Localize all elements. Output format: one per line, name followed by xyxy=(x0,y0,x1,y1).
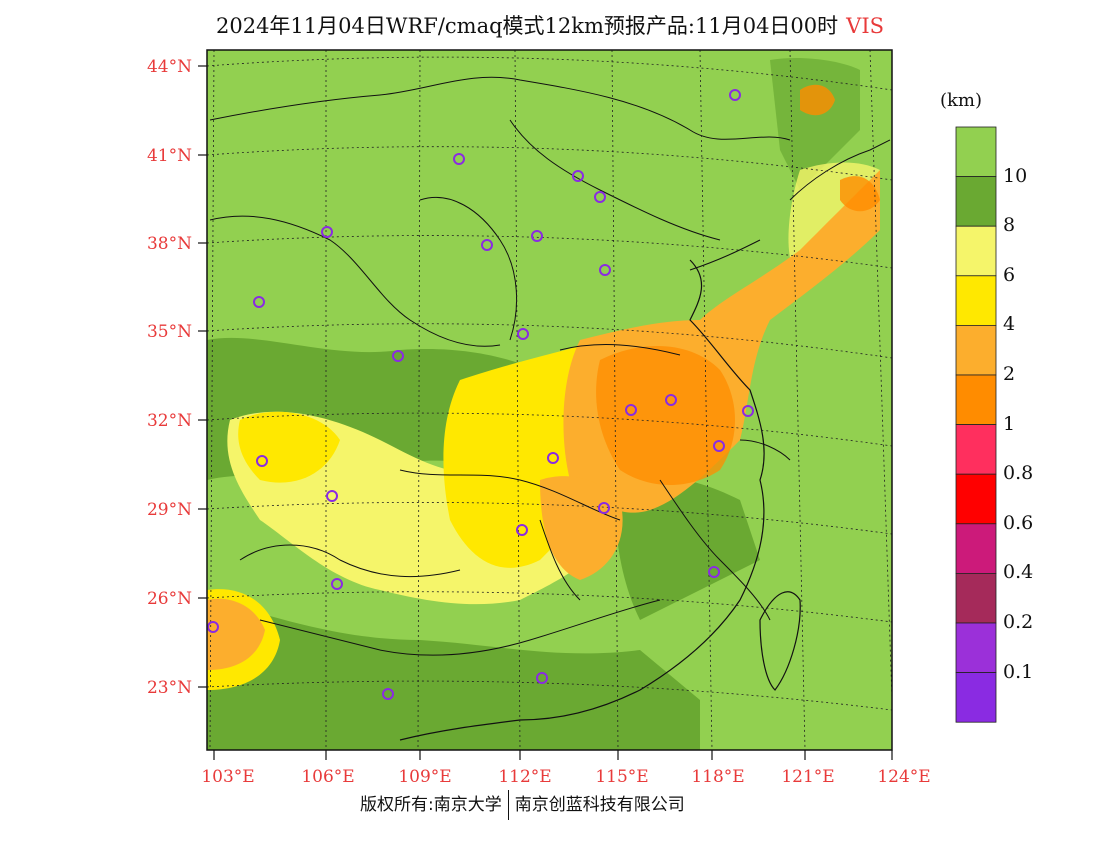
map-frame xyxy=(206,49,893,751)
station-marker xyxy=(547,452,559,464)
credit-left: 版权所有:南京大学 xyxy=(360,795,502,815)
station-marker xyxy=(326,490,338,502)
station-marker xyxy=(598,502,610,514)
station-marker xyxy=(517,328,529,340)
graticule xyxy=(207,50,892,750)
station-marker xyxy=(321,226,333,238)
station-marker xyxy=(531,230,543,242)
credit-right: 南京创蓝科技有限公司 xyxy=(514,795,685,815)
zone-orange-2 xyxy=(800,84,835,116)
colorbar-swatch xyxy=(955,225,997,277)
station-marker xyxy=(331,578,343,590)
colorbar-label: 0.8 xyxy=(1003,462,1034,485)
zone-dark-green-3 xyxy=(616,476,760,620)
colorbar-label: 4 xyxy=(1003,313,1016,336)
title-variable: VIS xyxy=(846,14,885,38)
lon-label: 106°E xyxy=(301,767,354,787)
lat-label: 32°N xyxy=(147,411,192,431)
station-marker xyxy=(207,621,219,633)
title-text: 2024年11月04日WRF/cmaq模式12km预报产品:11月04日00时 xyxy=(215,14,839,38)
station-marker xyxy=(713,440,725,452)
lat-label: 26°N xyxy=(147,589,192,609)
colorbar-swatch xyxy=(955,275,997,326)
lon-label: 118°E xyxy=(691,767,744,787)
map-field xyxy=(207,50,892,750)
station-marker xyxy=(625,404,637,416)
colorbar-swatch xyxy=(955,374,997,425)
axis-ticks xyxy=(198,65,893,760)
station-marker xyxy=(708,566,720,578)
colorbar-label: 6 xyxy=(1003,263,1016,286)
station-marker xyxy=(516,524,528,536)
colorbar-swatch xyxy=(955,672,997,723)
lon-label: 121°E xyxy=(781,767,834,787)
colorbar-label: 1 xyxy=(1003,412,1016,435)
lat-label: 44°N xyxy=(147,57,192,77)
colorbar-label: 8 xyxy=(1003,214,1016,237)
station-marker xyxy=(729,89,741,101)
legend-unit: (km) xyxy=(940,90,983,111)
taiwan-outline xyxy=(759,591,801,691)
lon-label: 103°E xyxy=(201,767,254,787)
station-marker xyxy=(742,405,754,417)
colorbar-label: 0.1 xyxy=(1003,660,1034,683)
lat-label: 38°N xyxy=(147,234,192,254)
zone-light-orange-3 xyxy=(540,476,623,580)
lon-label: 115°E xyxy=(595,767,648,787)
station-marker xyxy=(594,191,606,203)
colorbar-label: 2 xyxy=(1003,363,1016,385)
colorbar-label: 0.6 xyxy=(1003,511,1034,534)
lat-label: 41°N xyxy=(147,146,192,166)
lon-label: 109°E xyxy=(398,767,451,787)
colorbar-label: 0.4 xyxy=(1003,561,1034,584)
lat-labels: 44°N 41°N 38°N 35°N 32°N 29°N 26°N 23°N xyxy=(147,57,192,698)
colorbar-swatch xyxy=(955,523,997,574)
station-marker xyxy=(665,394,677,406)
colorbar-label: 0.2 xyxy=(1003,611,1034,633)
lat-label: 23°N xyxy=(147,678,192,698)
colorbar-swatch xyxy=(955,324,997,376)
station-marker xyxy=(536,672,548,684)
lon-label: 112°E xyxy=(498,767,551,787)
colorbar-swatch xyxy=(955,573,997,624)
colorbar-swatch xyxy=(955,473,997,525)
station-marker xyxy=(382,688,394,700)
lat-label: 29°N xyxy=(147,500,192,520)
colorbar xyxy=(955,126,997,723)
chart-title: 2024年11月04日WRF/cmaq模式12km预报产品:11月04日00时 V… xyxy=(0,10,1100,40)
stations xyxy=(207,89,754,700)
station-marker xyxy=(253,296,265,308)
credit-line: 版权所有:南京大学 南京创蓝科技有限公司 xyxy=(360,790,685,820)
korea-coast xyxy=(789,139,891,201)
lat-label: 35°N xyxy=(147,322,192,342)
colorbar-swatch xyxy=(955,622,997,673)
station-marker xyxy=(256,455,268,467)
zone-dark-green-4 xyxy=(770,58,860,190)
station-marker xyxy=(481,239,493,251)
station-marker xyxy=(599,264,611,276)
station-marker xyxy=(572,170,584,182)
zone-orange-3 xyxy=(840,176,880,212)
boundaries xyxy=(209,76,791,656)
lon-labels: 103°E 106°E 109°E 112°E 115°E 118°E 121°… xyxy=(201,767,930,787)
station-marker xyxy=(392,350,404,362)
credit-separator xyxy=(507,790,509,820)
colorbar-swatch xyxy=(955,176,997,227)
lon-label: 124°E xyxy=(877,767,930,787)
colorbar-label: 10 xyxy=(1003,164,1028,187)
station-marker xyxy=(453,153,465,165)
colorbar-swatch xyxy=(955,424,997,475)
coastline xyxy=(399,259,765,741)
colorbar-swatch xyxy=(955,126,997,177)
zone-light-orange-2 xyxy=(207,598,265,670)
zone-orange-1 xyxy=(596,346,735,485)
